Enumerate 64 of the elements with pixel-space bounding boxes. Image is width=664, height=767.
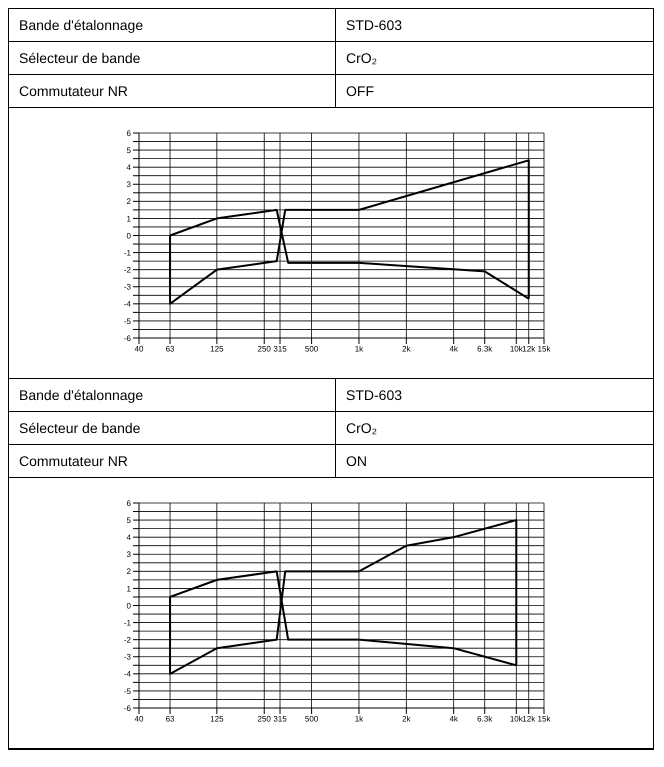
y-tick-label: -1 (124, 618, 132, 628)
y-tick-label: -1 (124, 248, 132, 258)
x-tick-label: 6.3k (477, 714, 494, 724)
x-tick-label: 250 (258, 714, 272, 724)
x-tick-label: 2k (402, 344, 412, 354)
text: OFF (345, 83, 374, 99)
x-tick-label: 12k (522, 714, 536, 724)
text: Commutateur NR (9, 75, 336, 107)
y-tick-label: 5 (126, 146, 132, 155)
y-tick-label: -6 (124, 334, 132, 343)
text: Bande d'étalonnage (9, 379, 336, 411)
y-tick-label: -5 (124, 686, 132, 696)
y-tick-label: -3 (124, 652, 132, 662)
y-tick-label: -2 (124, 266, 132, 275)
x-tick-label: 12k (522, 344, 536, 354)
y-tick-label: 6 (126, 498, 132, 508)
y-tick-label: 4 (126, 533, 132, 542)
y-tick-label: 5 (126, 516, 132, 525)
x-tick-label: 500 (304, 344, 319, 354)
x-tick-label: 40 (134, 714, 144, 724)
x-tick-label: 10k (510, 344, 524, 354)
x-tick-label: 1k (354, 344, 364, 354)
x-tick-label: 250 (258, 344, 272, 354)
text: CrO₂ (345, 420, 378, 436)
text: STD-603 (345, 17, 402, 33)
x-tick-label: 10k (510, 714, 524, 724)
x-tick-label: 1k (354, 714, 364, 724)
y-tick-label: -6 (124, 704, 132, 713)
x-tick-label: 315 (273, 714, 288, 724)
y-tick-label: -2 (124, 636, 132, 645)
y-tick-label: 1 (126, 584, 132, 594)
y-tick-label: 4 (126, 163, 132, 172)
y-tick-label: 6 (126, 128, 132, 138)
y-tick-label: -4 (124, 300, 132, 309)
x-tick-label: 2k (402, 714, 412, 724)
y-tick-label: 2 (126, 197, 132, 206)
y-tick-label: 1 (126, 214, 132, 224)
x-tick-label: 315 (273, 344, 288, 354)
x-tick-label: 15k (538, 344, 552, 354)
y-tick-label: 3 (126, 180, 132, 190)
y-tick-label: 0 (126, 231, 132, 240)
x-tick-label: 125 (210, 714, 224, 724)
text: ON (345, 453, 367, 469)
text: Sélecteur de bande (9, 42, 336, 74)
x-tick-label: 6.3k (477, 344, 494, 354)
x-tick-label: 125 (210, 344, 224, 354)
text: Commutateur NR (9, 445, 336, 477)
text: Sélecteur de bande (9, 412, 336, 444)
x-tick-label: 40 (134, 344, 144, 354)
y-tick-label: -4 (124, 670, 132, 679)
y-tick-label: 0 (126, 601, 132, 610)
x-tick-label: 15k (538, 714, 552, 724)
x-tick-label: 500 (304, 714, 319, 724)
text: CrO₂ (345, 50, 378, 66)
y-tick-label: 3 (126, 550, 132, 560)
x-tick-label: 4k (449, 344, 459, 354)
text: STD-603 (345, 387, 402, 403)
text: Bande d'étalonnage (9, 9, 336, 41)
y-tick-label: 2 (126, 567, 132, 576)
x-tick-label: 63 (166, 714, 176, 724)
y-tick-label: -3 (124, 282, 132, 292)
y-tick-label: -5 (124, 316, 132, 326)
x-tick-label: 4k (449, 714, 459, 724)
x-tick-label: 63 (166, 344, 176, 354)
